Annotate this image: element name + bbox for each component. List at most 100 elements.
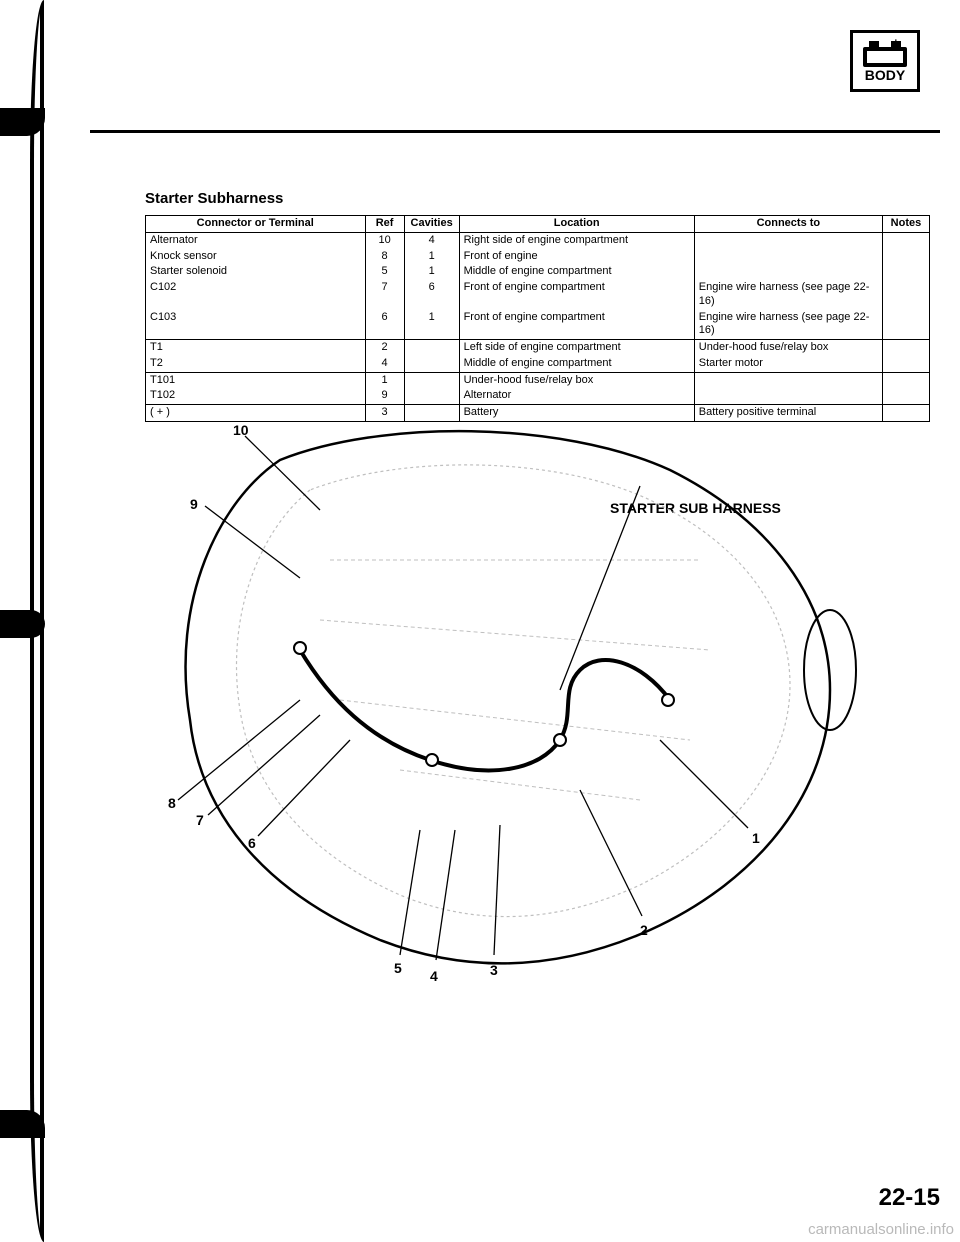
section-title: Starter Subharness	[145, 190, 283, 207]
table-row: Starter solenoid51Middle of engine compa…	[146, 264, 930, 280]
table-cell: Under-hood fuse/relay box	[694, 340, 882, 356]
table-cell: 5	[365, 264, 404, 280]
table-row: T24 Middle of engine compartmentStarter m…	[146, 356, 930, 372]
table-cell	[694, 264, 882, 280]
table-cell	[694, 232, 882, 248]
table-cell	[882, 280, 929, 310]
table-cell: T101	[146, 372, 366, 388]
table-cell: Left side of engine compartment	[459, 340, 694, 356]
table-cell: 6	[365, 310, 404, 340]
table-row: Knock sensor81Front of engine	[146, 249, 930, 265]
table-cell: 4	[365, 356, 404, 372]
table-cell	[882, 372, 929, 388]
table-cell	[404, 388, 459, 404]
side-tab-icon	[0, 1110, 45, 1138]
diagram-label: STARTER SUB HARNESS	[610, 500, 781, 516]
table-cell	[882, 264, 929, 280]
table-cell: C103	[146, 310, 366, 340]
table-cell: Engine wire harness (see page 22-16)	[694, 280, 882, 310]
table-cell: 2	[365, 340, 404, 356]
table-row: T1011 Under-hood fuse/relay box	[146, 372, 930, 388]
table-cell: 7	[365, 280, 404, 310]
table-cell	[882, 232, 929, 248]
table-header: Connector or Terminal	[146, 216, 366, 233]
minus-label: −	[871, 37, 877, 49]
diagram-callout: 2	[640, 922, 648, 938]
diagram-callout: 9	[190, 496, 198, 512]
table-cell: T1	[146, 340, 366, 356]
table-cell: 8	[365, 249, 404, 265]
connector-table: Connector or TerminalRefCavitiesLocation…	[145, 215, 930, 422]
table-cell: Alternator	[459, 388, 694, 404]
table-cell	[404, 405, 459, 422]
table-cell: 1	[365, 372, 404, 388]
diagram-callout: 8	[168, 795, 176, 811]
diagram-callout: 10	[233, 422, 249, 438]
diagram-callout: 3	[490, 962, 498, 978]
table-cell	[404, 340, 459, 356]
table-cell: Front of engine compartment	[459, 280, 694, 310]
diagram-callout: 1	[752, 830, 760, 846]
diagram-callout: 5	[394, 960, 402, 976]
table-cell: Front of engine	[459, 249, 694, 265]
engine-diagram	[0, 0, 960, 1242]
table-cell: 4	[404, 232, 459, 248]
table-cell: Engine wire harness (see page 22-16)	[694, 310, 882, 340]
table-header: Cavities	[404, 216, 459, 233]
page-content: − + BODY Starter Subharness Connector or…	[50, 30, 940, 1212]
table-header: Ref	[365, 216, 404, 233]
table-cell: Under-hood fuse/relay box	[459, 372, 694, 388]
table-cell: Front of engine compartment	[459, 310, 694, 340]
header-rule	[90, 130, 940, 133]
table-cell: Battery positive terminal	[694, 405, 882, 422]
table-cell: 10	[365, 232, 404, 248]
table-cell	[882, 249, 929, 265]
table-cell: Middle of engine compartment	[459, 356, 694, 372]
page-number: 22-15	[879, 1184, 940, 1212]
table-header: Location	[459, 216, 694, 233]
table-cell	[404, 356, 459, 372]
body-section-icon: − + BODY	[850, 30, 920, 92]
diagram-callout: 4	[430, 968, 438, 984]
table-row: C10276Front of engine compartmentEngine …	[146, 280, 930, 310]
table-cell: Alternator	[146, 232, 366, 248]
table-cell: Starter motor	[694, 356, 882, 372]
table-header: Connects to	[694, 216, 882, 233]
watermark: carmanualsonline.info	[808, 1221, 954, 1238]
table-row: T12 Left side of engine compartmentUnder-…	[146, 340, 930, 356]
table-row: ( + )3 BatteryBattery positive terminal	[146, 405, 930, 422]
table-cell: Battery	[459, 405, 694, 422]
diagram-callout: 6	[248, 835, 256, 851]
table-cell	[694, 372, 882, 388]
table-cell: Knock sensor	[146, 249, 366, 265]
table-row: C10361Front of engine compartmentEngine …	[146, 310, 930, 340]
table-cell	[882, 340, 929, 356]
table-cell: 1	[404, 310, 459, 340]
table-row: Alternator104Right side of engine compar…	[146, 232, 930, 248]
table-cell: ( + )	[146, 405, 366, 422]
table-cell: T2	[146, 356, 366, 372]
table-cell: 6	[404, 280, 459, 310]
table-cell	[694, 249, 882, 265]
table-header: Notes	[882, 216, 929, 233]
table-cell	[882, 388, 929, 404]
table-cell	[882, 310, 929, 340]
table-cell: C102	[146, 280, 366, 310]
side-tab-icon	[0, 610, 45, 638]
table-cell: Middle of engine compartment	[459, 264, 694, 280]
table-cell	[694, 388, 882, 404]
table-cell	[882, 356, 929, 372]
table-cell: 9	[365, 388, 404, 404]
table-cell: 3	[365, 405, 404, 422]
side-tab-icon	[0, 108, 45, 136]
plus-label: +	[893, 37, 899, 49]
table-row: T1029 Alternator	[146, 388, 930, 404]
table-cell: 1	[404, 264, 459, 280]
table-cell: 1	[404, 249, 459, 265]
table-cell	[882, 405, 929, 422]
body-label: BODY	[861, 67, 909, 83]
table-cell: Right side of engine compartment	[459, 232, 694, 248]
diagram-callout: 7	[196, 812, 204, 828]
table-cell: Starter solenoid	[146, 264, 366, 280]
table-cell: T102	[146, 388, 366, 404]
